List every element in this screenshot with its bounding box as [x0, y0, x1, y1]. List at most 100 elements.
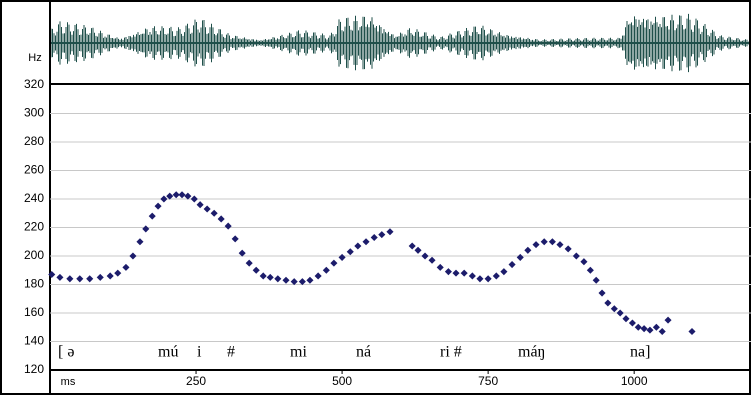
point	[231, 235, 239, 243]
point	[322, 266, 330, 274]
point	[346, 248, 354, 256]
point	[616, 309, 624, 317]
y-tick-label: 160	[24, 305, 44, 319]
annotation: #	[227, 344, 235, 361]
point	[238, 249, 246, 257]
point	[428, 256, 436, 264]
y-axis-label: Hz	[28, 52, 41, 64]
point	[136, 238, 144, 246]
x-axis-label: ms	[61, 376, 76, 388]
point	[306, 276, 314, 284]
point	[56, 273, 64, 281]
point	[421, 252, 429, 260]
point	[154, 202, 162, 210]
point	[492, 272, 500, 280]
point	[160, 195, 168, 203]
y-tick-label: 260	[24, 163, 44, 177]
point	[203, 205, 211, 213]
point	[190, 195, 198, 203]
annotation: ná	[356, 344, 371, 361]
x-tick-label: 250	[186, 374, 206, 388]
y-tick-label: 200	[24, 248, 44, 262]
y-tick-label: 180	[24, 277, 44, 291]
point	[122, 263, 130, 271]
point	[386, 228, 394, 236]
annotation: i	[197, 344, 202, 361]
point	[622, 315, 630, 323]
y-tick-label: 280	[24, 134, 44, 148]
annotation: [ ə	[58, 344, 74, 361]
point	[688, 327, 696, 336]
point	[178, 191, 186, 199]
y-tick-label: 240	[24, 191, 44, 205]
point	[408, 242, 416, 250]
point	[314, 272, 322, 280]
point	[436, 263, 444, 271]
point	[548, 238, 556, 246]
point	[516, 253, 524, 261]
point	[217, 215, 225, 223]
point	[142, 225, 150, 233]
y-tick-label: 300	[24, 106, 44, 120]
point	[86, 275, 94, 283]
point	[210, 209, 218, 217]
point	[245, 259, 253, 267]
y-tick-label: 120	[24, 362, 44, 376]
point	[259, 272, 267, 280]
point	[640, 325, 648, 333]
point	[572, 252, 580, 260]
point	[330, 259, 338, 267]
waveform	[50, 13, 749, 73]
point	[354, 242, 362, 250]
point	[166, 192, 174, 200]
point	[114, 269, 122, 277]
annotation: máŋ	[518, 344, 545, 361]
point	[476, 275, 484, 283]
point	[129, 252, 137, 260]
point	[460, 269, 468, 277]
point	[500, 268, 508, 276]
x-tick-label: 1000	[621, 374, 648, 388]
point	[148, 212, 156, 220]
point	[628, 319, 636, 327]
point	[524, 246, 532, 254]
y-tick-label: 140	[24, 334, 44, 348]
x-tick-label: 500	[332, 374, 352, 388]
point	[378, 231, 386, 239]
point	[274, 275, 282, 283]
point	[196, 201, 204, 209]
point	[48, 270, 56, 279]
point	[172, 191, 180, 199]
point	[414, 246, 422, 254]
point	[106, 272, 114, 280]
point	[610, 305, 618, 313]
point	[468, 272, 476, 280]
point	[634, 323, 642, 331]
annotation: ri #	[440, 344, 462, 361]
point	[598, 289, 606, 297]
point	[76, 275, 84, 283]
y-tick-label: 220	[24, 220, 44, 234]
x-tick-label: 750	[478, 374, 498, 388]
point	[452, 269, 460, 277]
point	[370, 233, 378, 242]
point	[592, 276, 600, 284]
point	[586, 266, 594, 274]
point	[580, 258, 588, 266]
point	[184, 192, 192, 200]
point	[646, 326, 654, 334]
point	[96, 273, 104, 281]
point	[658, 327, 666, 336]
point	[556, 241, 564, 249]
point	[484, 275, 492, 283]
point	[604, 299, 612, 307]
point	[540, 238, 548, 246]
annotation: na]	[630, 344, 650, 361]
annotation: mú	[158, 344, 178, 361]
point	[282, 276, 290, 284]
point	[266, 273, 274, 281]
point	[444, 268, 452, 276]
point	[298, 278, 306, 286]
